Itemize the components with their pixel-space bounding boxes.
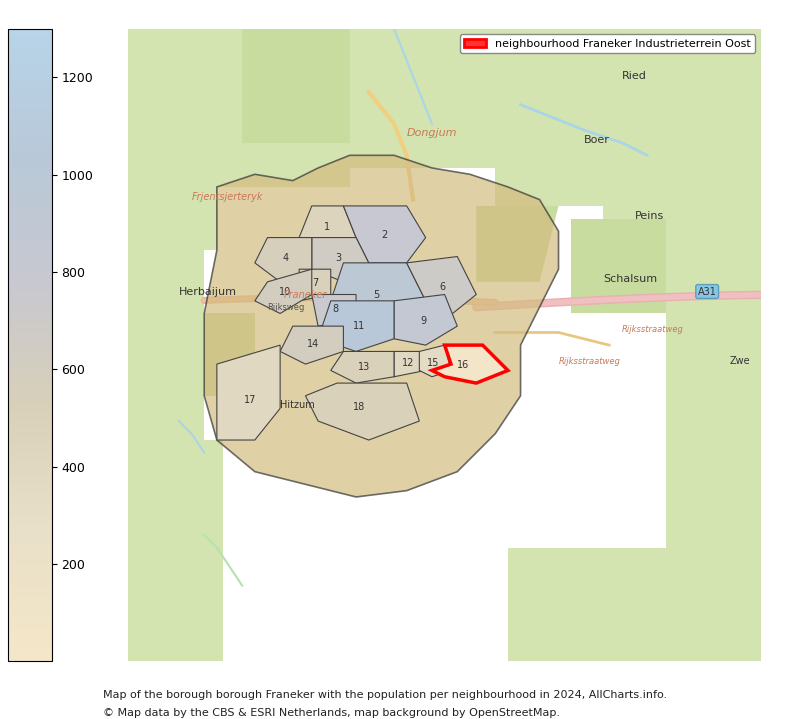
Polygon shape (318, 301, 394, 352)
Text: 2: 2 (381, 231, 387, 240)
Polygon shape (603, 29, 761, 219)
Text: 5: 5 (373, 290, 380, 300)
Polygon shape (299, 206, 356, 250)
Polygon shape (394, 295, 457, 345)
Text: 17: 17 (244, 395, 256, 405)
Polygon shape (217, 345, 280, 440)
Polygon shape (495, 29, 603, 206)
Polygon shape (204, 313, 255, 395)
Polygon shape (255, 237, 312, 282)
Polygon shape (129, 440, 223, 661)
Polygon shape (407, 257, 476, 320)
Text: Rijksstraatweg: Rijksstraatweg (558, 357, 620, 366)
Text: 15: 15 (427, 358, 439, 368)
Text: Hitzum: Hitzum (280, 400, 315, 411)
Polygon shape (299, 269, 331, 301)
Polygon shape (312, 237, 368, 282)
Polygon shape (331, 352, 394, 383)
Text: Rijksweg: Rijksweg (268, 303, 305, 312)
Text: A31: A31 (698, 286, 717, 296)
Text: 7: 7 (312, 278, 318, 288)
Text: Peins: Peins (634, 211, 664, 221)
Text: Map of the borough borough Franeker with the population per neighbourhood in 202: Map of the borough borough Franeker with… (103, 690, 667, 700)
Polygon shape (129, 250, 204, 440)
Polygon shape (242, 29, 349, 142)
Polygon shape (432, 345, 508, 383)
Polygon shape (217, 29, 349, 187)
Text: 6: 6 (439, 282, 445, 292)
Polygon shape (394, 352, 426, 377)
Polygon shape (508, 548, 666, 661)
Text: 1: 1 (324, 222, 330, 232)
Text: Zwe: Zwe (730, 356, 750, 366)
Text: 18: 18 (353, 403, 365, 412)
Polygon shape (343, 206, 426, 263)
Polygon shape (331, 263, 426, 320)
Polygon shape (571, 219, 666, 313)
Polygon shape (419, 345, 451, 377)
Polygon shape (306, 383, 419, 440)
Text: 4: 4 (282, 253, 288, 263)
Polygon shape (349, 29, 495, 168)
Text: © Map data by the CBS & ESRI Netherlands, map background by OpenStreetMap.: © Map data by the CBS & ESRI Netherlands… (103, 708, 561, 718)
Polygon shape (312, 295, 356, 326)
Text: Rijksstraatweg: Rijksstraatweg (622, 326, 684, 334)
Text: Boer: Boer (584, 134, 610, 145)
Text: 11: 11 (353, 321, 364, 331)
Text: 12: 12 (402, 357, 414, 367)
Text: Schalsum: Schalsum (603, 274, 657, 284)
Text: 16: 16 (457, 360, 468, 370)
Polygon shape (280, 326, 343, 364)
Polygon shape (129, 29, 217, 250)
Polygon shape (476, 206, 558, 282)
Legend: neighbourhood Franeker Industrieterrein Oost: neighbourhood Franeker Industrieterrein … (460, 35, 755, 53)
Text: Dongjum: Dongjum (407, 128, 457, 138)
Text: Herbaijum: Herbaijum (179, 286, 237, 296)
Text: Ried: Ried (622, 71, 646, 81)
Text: 14: 14 (307, 339, 319, 349)
Text: Frjentsjerteryk: Frjentsjerteryk (191, 191, 263, 201)
Text: 10: 10 (279, 287, 291, 297)
Polygon shape (255, 269, 312, 313)
Polygon shape (666, 440, 761, 661)
Text: 3: 3 (335, 253, 341, 263)
Text: 9: 9 (420, 316, 426, 326)
Text: 13: 13 (357, 362, 370, 372)
Polygon shape (666, 219, 761, 440)
Polygon shape (204, 155, 558, 497)
Text: 8: 8 (333, 303, 338, 313)
Text: Franeker: Franeker (283, 290, 327, 300)
